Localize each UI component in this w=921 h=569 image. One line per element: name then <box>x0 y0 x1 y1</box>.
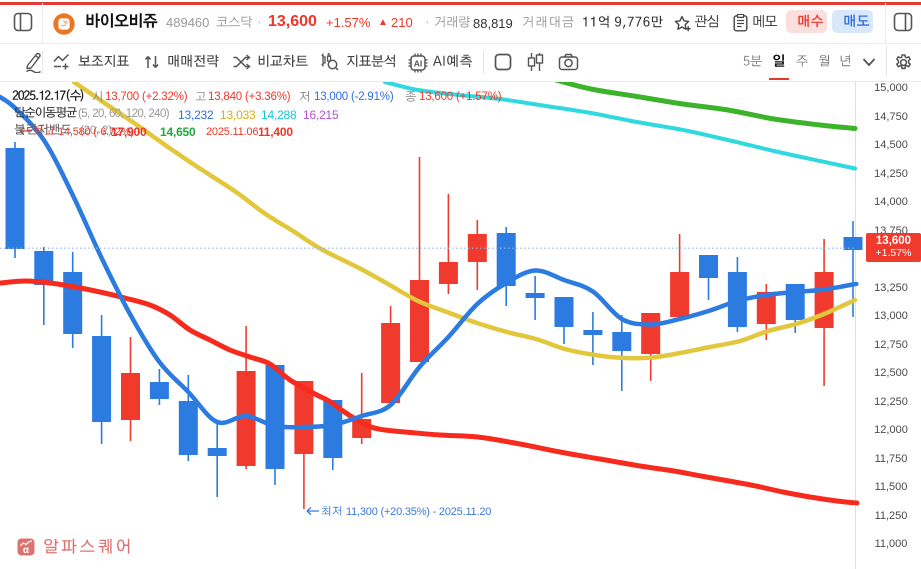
svg-text:AI: AI <box>414 59 423 69</box>
svg-text:α: α <box>22 545 29 556</box>
